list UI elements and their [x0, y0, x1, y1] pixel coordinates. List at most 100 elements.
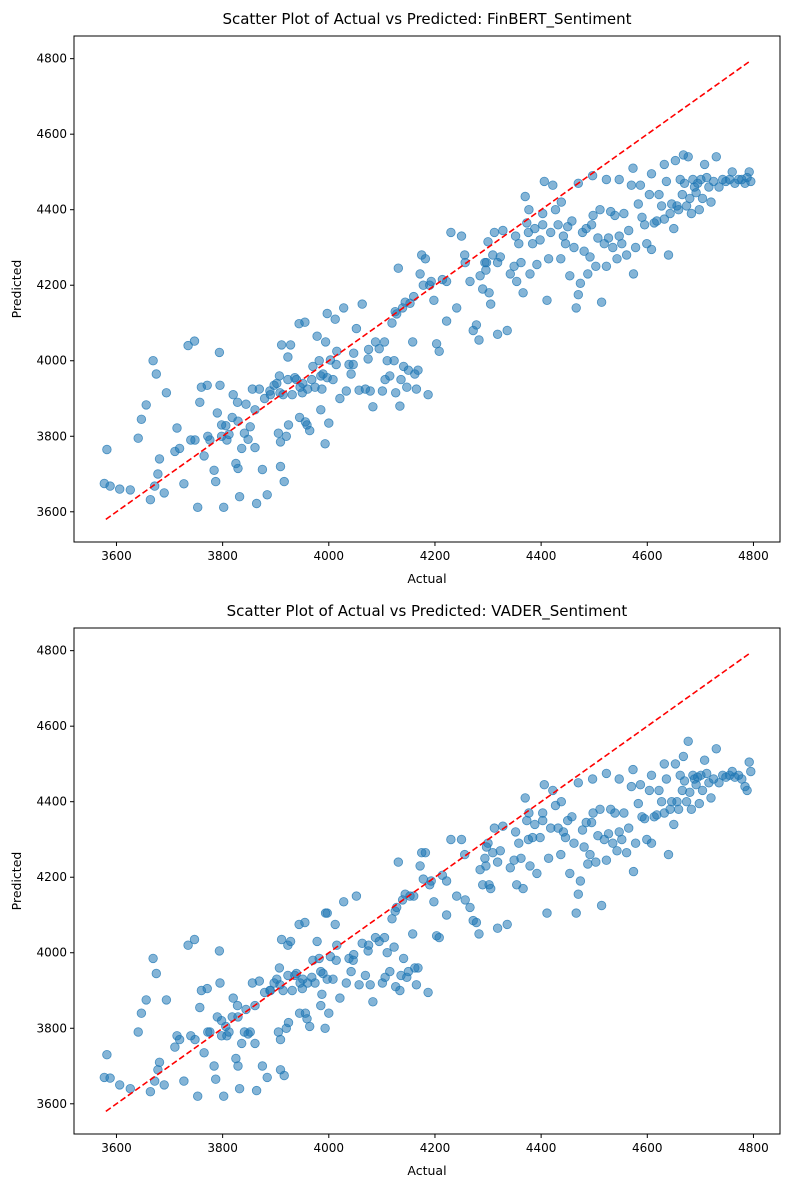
data-point: [209, 465, 219, 476]
data-point: [512, 276, 522, 287]
data-point: [387, 318, 397, 328]
data-point: [601, 261, 612, 272]
data-point: [498, 821, 508, 831]
data-point: [276, 934, 287, 945]
data-point: [212, 408, 223, 418]
y-tick-label: 4800: [36, 52, 67, 66]
data-point: [621, 848, 632, 858]
data-point: [543, 853, 554, 864]
chart-title: Scatter Plot of Actual vs Predicted: VAD…: [227, 602, 628, 621]
data-point: [573, 290, 584, 300]
data-point: [489, 823, 500, 833]
data-point: [639, 814, 650, 824]
data-point: [510, 231, 521, 241]
data-point: [669, 223, 679, 234]
data-point: [203, 431, 213, 442]
data-point: [614, 774, 624, 784]
data-point: [195, 397, 205, 408]
data-point: [420, 848, 431, 858]
data-point: [601, 855, 612, 865]
data-point: [535, 235, 545, 245]
data-point: [379, 932, 390, 943]
data-point: [339, 897, 349, 907]
data-point: [312, 936, 322, 947]
data-point: [678, 751, 689, 762]
data-point: [298, 378, 308, 389]
data-point: [670, 155, 681, 166]
data-point: [456, 834, 467, 845]
data-point: [556, 254, 566, 264]
data-point: [393, 263, 404, 273]
data-point: [398, 953, 409, 964]
data-point: [571, 908, 581, 918]
data-point: [145, 1086, 156, 1097]
data-point: [348, 359, 358, 370]
data-point: [159, 1080, 169, 1090]
data-point: [571, 303, 581, 313]
data-point: [646, 838, 657, 848]
data-point: [697, 785, 708, 796]
data-point: [275, 437, 286, 447]
data-point: [656, 797, 667, 807]
data-point: [233, 1061, 243, 1071]
data-point: [360, 970, 371, 981]
data-point: [569, 838, 579, 848]
data-point: [628, 866, 639, 877]
data-point: [179, 479, 189, 489]
data-point: [579, 842, 589, 852]
data-point: [368, 997, 378, 1007]
data-point: [363, 940, 374, 950]
data-point: [708, 176, 719, 187]
data-point: [587, 170, 598, 181]
data-point: [322, 308, 332, 319]
data-point: [346, 966, 356, 977]
data-point: [335, 393, 345, 404]
scatter-panel-finbert: Scatter Plot of Actual vs Predicted: Fin…: [9, 10, 781, 586]
data-point: [251, 498, 262, 509]
x-tick-label: 4000: [314, 1141, 345, 1155]
x-tick-label: 3600: [101, 549, 132, 563]
data-point: [234, 492, 245, 502]
data-point: [548, 180, 558, 190]
data-point: [363, 354, 373, 364]
y-tick-label: 4200: [36, 278, 67, 292]
data-point: [411, 980, 422, 990]
data-point: [530, 819, 540, 830]
data-point: [314, 953, 324, 964]
data-point: [714, 778, 724, 788]
data-point: [628, 269, 639, 279]
data-point: [351, 323, 362, 334]
data-point: [151, 369, 162, 379]
tick-group: 3600 3800 4000 4200 4400 4600 4800 3600 3800 4000…: [36, 644, 768, 1155]
data-point: [214, 347, 225, 358]
data-point: [481, 265, 491, 275]
data-point: [474, 929, 484, 939]
data-point: [346, 369, 356, 379]
data-point: [408, 929, 418, 939]
x-tick-label: 3600: [101, 1141, 132, 1155]
data-point: [608, 242, 618, 253]
x-tick-label: 4600: [632, 1141, 663, 1155]
data-point: [518, 883, 528, 894]
data-point: [663, 250, 674, 260]
data-point: [694, 798, 705, 809]
data-point: [215, 380, 225, 391]
data-point: [351, 891, 362, 901]
data-point: [699, 159, 710, 170]
data-point: [591, 857, 601, 867]
data-point: [673, 804, 684, 815]
data-point: [706, 793, 716, 803]
data-point: [390, 906, 400, 916]
data-point: [245, 1027, 255, 1037]
data-point: [363, 344, 374, 355]
data-point: [542, 908, 552, 918]
data-point: [141, 400, 151, 410]
data-point: [316, 371, 326, 381]
data-point: [265, 390, 276, 400]
data-point: [324, 1008, 334, 1018]
data-point: [341, 978, 352, 988]
data-point: [586, 817, 597, 828]
data-point: [335, 993, 345, 1003]
data-point: [588, 210, 598, 221]
data-point: [665, 804, 675, 815]
